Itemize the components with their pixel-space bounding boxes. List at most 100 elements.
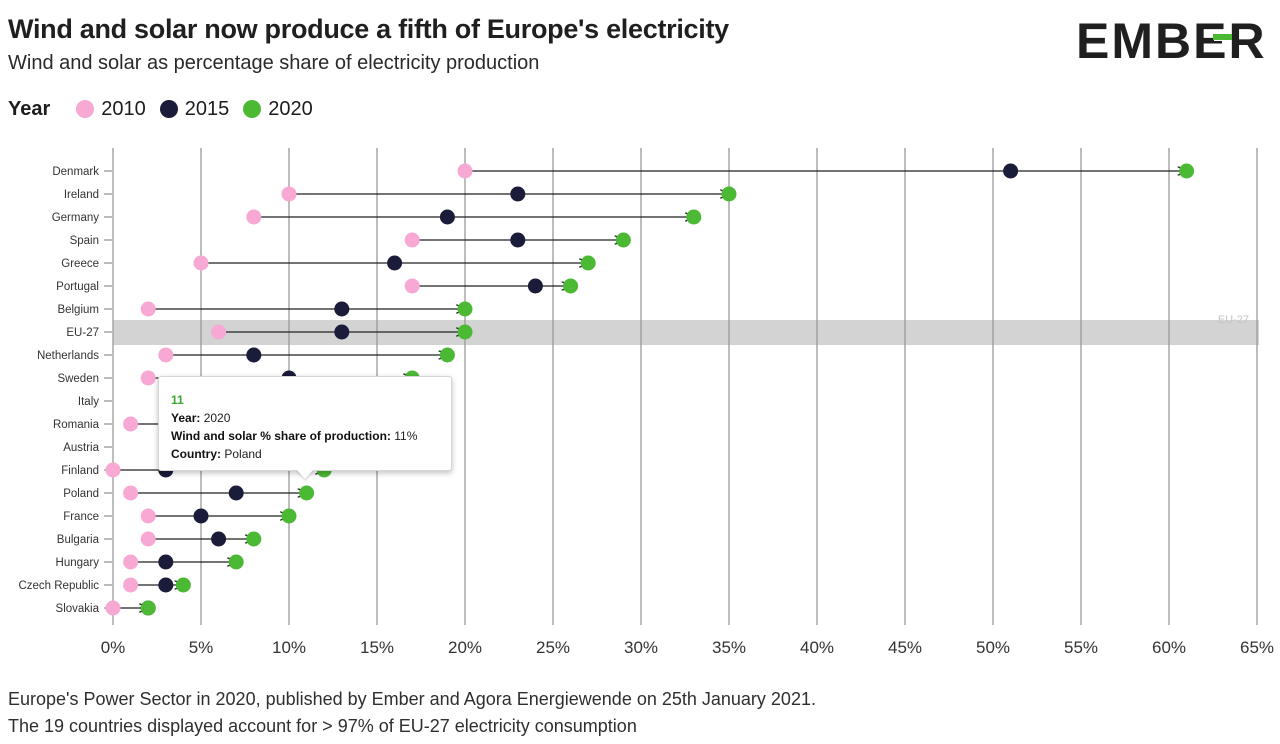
point-2020 <box>457 324 473 340</box>
point-2010 <box>123 485 139 501</box>
x-tick-label: 65% <box>1240 638 1274 657</box>
point-2010 <box>140 508 156 524</box>
point-2010 <box>246 209 262 225</box>
point-2020 <box>228 554 244 570</box>
point-2010 <box>211 324 227 340</box>
y-tick-label: Belgium <box>57 304 99 316</box>
legend: Year 2010 2015 2020 <box>8 96 327 122</box>
point-2020 <box>580 255 596 271</box>
x-tick-label: 55% <box>1064 638 1098 657</box>
point-2015 <box>158 554 174 570</box>
legend-marker-2020 <box>243 100 262 118</box>
legend-label-2010: 2010 <box>101 97 146 120</box>
point-2015 <box>334 301 350 317</box>
x-tick-label: 25% <box>536 638 570 657</box>
y-tick-label: Austria <box>63 442 99 454</box>
chart-subtitle: Wind and solar as percentage share of el… <box>8 52 540 74</box>
point-2015 <box>193 508 209 524</box>
y-tick-label: Ireland <box>64 189 99 201</box>
legend-label-2020: 2020 <box>268 97 313 120</box>
y-tick-label: Romania <box>53 419 100 431</box>
y-tick-label: Germany <box>52 212 100 224</box>
point-2020 <box>1179 163 1195 179</box>
point-2020 <box>439 347 455 363</box>
x-tick-label: 30% <box>624 638 658 657</box>
tooltip-country-label: Country: <box>171 447 221 461</box>
y-tick-label: Spain <box>70 235 99 247</box>
point-2010 <box>193 255 209 271</box>
x-tick-label: 40% <box>800 638 834 657</box>
point-2010 <box>140 531 156 547</box>
tooltip-value: 11 <box>171 393 184 407</box>
point-2010 <box>404 232 420 248</box>
highlight-label: EU-27 <box>1218 314 1249 326</box>
tooltip-share-value: 11% <box>394 429 418 443</box>
tooltip-year-row: Year: 2020 <box>171 409 439 427</box>
point-2015 <box>510 186 526 202</box>
y-tick-label: Italy <box>78 396 99 408</box>
ember-logo-text: EMBER <box>1076 14 1267 66</box>
point-2010 <box>140 370 156 386</box>
source-note: Europe's Power Sector in 2020, published… <box>8 689 816 709</box>
point-2015 <box>439 209 455 225</box>
point-2020 <box>246 531 262 547</box>
tooltip-year-label: Year: <box>171 411 201 425</box>
point-2015 <box>334 324 350 340</box>
y-tick-label: Portugal <box>56 281 99 293</box>
y-tick-label: Hungary <box>56 557 100 569</box>
x-tick-label: 10% <box>272 638 306 657</box>
point-2020 <box>615 232 631 248</box>
coverage-note: The 19 countries displayed account for >… <box>8 716 637 736</box>
ember-logo: EMBER <box>1076 14 1267 66</box>
point-2015 <box>246 347 262 363</box>
point-2020 <box>281 508 297 524</box>
legend-title: Year <box>8 97 51 120</box>
point-2010 <box>123 577 139 593</box>
point-2010 <box>123 554 139 570</box>
y-tick-label: Finland <box>61 465 99 477</box>
point-2010 <box>281 186 297 202</box>
y-tick-label: Sweden <box>57 373 99 385</box>
x-tick-label: 50% <box>976 638 1010 657</box>
point-2020 <box>721 186 737 202</box>
point-2020 <box>457 301 473 317</box>
legend-item-2020[interactable]: 2020 <box>243 98 313 121</box>
legend-item-2010[interactable]: 2010 <box>76 98 146 121</box>
point-2010 <box>404 278 420 294</box>
point-2015 <box>211 531 227 547</box>
point-2015 <box>158 577 174 593</box>
point-2020 <box>140 600 156 616</box>
y-tick-label: Bulgaria <box>57 534 100 546</box>
point-2015 <box>527 278 543 294</box>
tooltip-country-value: Poland <box>224 447 262 461</box>
x-tick-label: 5% <box>189 638 214 657</box>
tooltip-year-value: 2020 <box>203 411 231 425</box>
legend-item-2015[interactable]: 2015 <box>159 97 230 121</box>
x-tick-label: 60% <box>1152 638 1186 657</box>
point-2015 <box>387 255 403 271</box>
tooltip-pointer <box>296 469 314 479</box>
point-2020 <box>175 577 191 593</box>
point-2015 <box>1003 163 1019 179</box>
tooltip-share-row: Wind and solar % share of production: 11… <box>171 427 439 445</box>
y-tick-label: Czech Republic <box>18 580 99 592</box>
point-2010 <box>105 462 121 478</box>
y-tick-label: Denmark <box>52 166 99 178</box>
x-tick-label: 0% <box>101 638 126 657</box>
point-2010 <box>457 163 473 179</box>
x-tick-label: 15% <box>360 638 394 657</box>
point-2010 <box>158 347 174 363</box>
y-tick-label: EU-27 <box>66 327 99 339</box>
x-tick-label: 45% <box>888 638 922 657</box>
x-tick-label: 35% <box>712 638 746 657</box>
legend-marker-2015 <box>159 100 178 118</box>
point-2010 <box>123 416 139 432</box>
point-2020 <box>299 485 315 501</box>
y-tick-label: Netherlands <box>37 350 99 362</box>
footer: Europe's Power Sector in 2020, published… <box>8 686 816 740</box>
tooltip: 11 Year: 2020 Wind and solar % share of … <box>158 376 452 471</box>
y-tick-label: France <box>63 511 99 523</box>
legend-marker-2010 <box>76 100 95 118</box>
legend-label-2015: 2015 <box>184 97 230 120</box>
point-2010 <box>140 301 156 317</box>
